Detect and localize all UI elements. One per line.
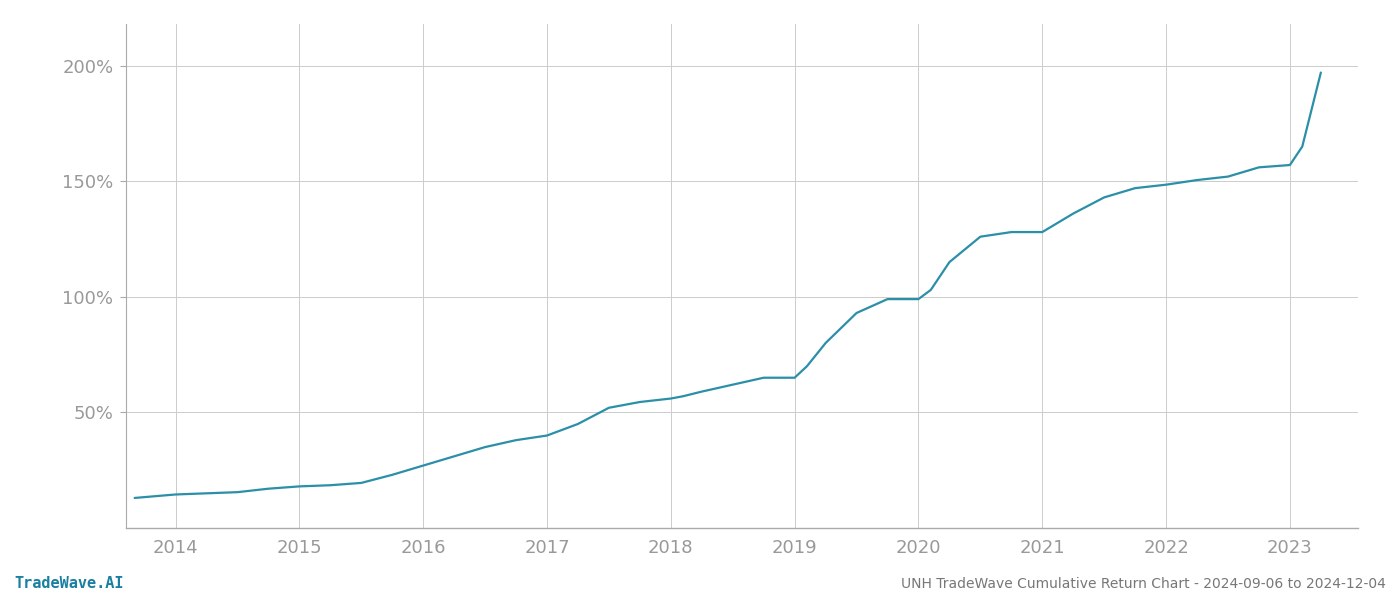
Text: UNH TradeWave Cumulative Return Chart - 2024-09-06 to 2024-12-04: UNH TradeWave Cumulative Return Chart - …: [902, 577, 1386, 591]
Text: TradeWave.AI: TradeWave.AI: [14, 576, 123, 591]
